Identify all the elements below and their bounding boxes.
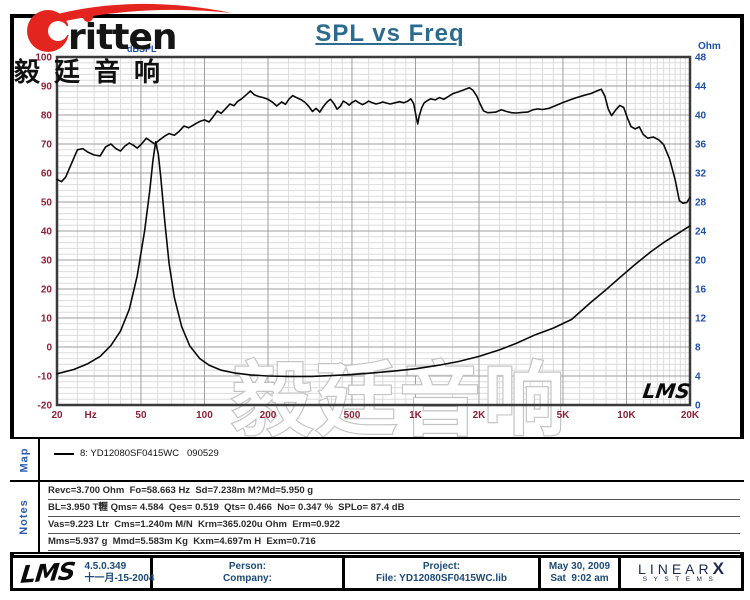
notes-row: Notes Revc=3.700 Ohm Fo=58.663 Hz Sd=7.2… xyxy=(10,482,744,554)
notes-row-side-label: Notes xyxy=(10,482,40,552)
left-axis-tick: 0 xyxy=(46,343,52,354)
left-axis-tick: 10 xyxy=(41,314,53,325)
freq-axis-tick: 20K xyxy=(681,410,700,421)
freq-axis-tick: 2K xyxy=(473,410,487,421)
left-axis-tick: -10 xyxy=(38,372,53,383)
right-axis-tick: 36 xyxy=(695,140,707,151)
notes-line-3: Vas=9.223 Ltr Cms=1.240m M/N Krm=365.020… xyxy=(48,516,740,534)
notes-line-1: Revc=3.700 Ohm Fo=58.663 Hz Sd=7.238m M?… xyxy=(48,482,740,500)
logo-i-dot xyxy=(83,12,93,22)
linearx-systems-label: SYSTEMS xyxy=(642,576,720,583)
file-label: File: YD12080SF0415WC.lib xyxy=(376,573,507,584)
page-title: SPL vs Freq xyxy=(315,20,465,47)
left-axis-unit-label: dBSPL xyxy=(127,44,157,54)
legend-text: 8: YD12080SF0415WC 090529 xyxy=(80,448,219,459)
inplot-lms-logo: LMS xyxy=(641,379,691,403)
left-axis-tick: 90 xyxy=(41,82,53,93)
freq-axis-tick: 100 xyxy=(196,410,213,421)
footer-person-cell: Person: Company: xyxy=(153,558,345,588)
left-axis-tick: 50 xyxy=(41,198,53,209)
left-axis-tick: 60 xyxy=(41,169,53,180)
freq-axis-tick: 20 xyxy=(51,410,63,421)
left-axis-tick: 20 xyxy=(41,285,53,296)
left-axis-tick: 70 xyxy=(41,140,53,151)
freq-axis-tick: 50 xyxy=(135,410,147,421)
left-axis-tick: 80 xyxy=(41,111,53,122)
spl-curve xyxy=(56,86,691,204)
right-axis-tick: 20 xyxy=(695,256,707,267)
right-axis-tick: 4 xyxy=(695,372,701,383)
report-time: Sat 9:02 am xyxy=(550,573,609,584)
map-row: Map 8: YD12080SF0415WC 090529 xyxy=(10,437,744,482)
left-axis-tick: -20 xyxy=(38,401,53,412)
lms-version: 4.5.0.349 xyxy=(84,561,127,572)
right-axis-tick: 28 xyxy=(695,198,707,209)
right-axis-tick: 44 xyxy=(695,82,707,93)
logo-swoosh-tail xyxy=(46,3,232,25)
right-axis-tick: 24 xyxy=(695,227,707,238)
project-label: Project: xyxy=(422,561,461,572)
right-axis-tick: 8 xyxy=(695,343,701,354)
right-axis-tick: 0 xyxy=(695,401,701,412)
freq-axis-tick: 500 xyxy=(344,410,361,421)
freq-axis-tick: 200 xyxy=(260,410,277,421)
footer-lms-cell: LMS 4.5.0.349 十一月-15-2004 xyxy=(13,557,155,589)
report-date: May 30, 2009 xyxy=(548,561,611,572)
linearx-logo: LINEAR X xyxy=(638,559,724,578)
impedance-curve xyxy=(56,141,691,378)
freq-axis-tick: 1K xyxy=(409,410,423,421)
footer-date-cell: May 30, 2009 Sat 9:02 am xyxy=(541,558,621,588)
notes-line-4: Mms=5.937 g Mmd=5.583m Kg Kxm=4.697m H E… xyxy=(48,533,740,551)
freq-axis-hz-label: Hz xyxy=(85,410,97,421)
curve-legend-item: 8: YD12080SF0415WC 090529 xyxy=(54,448,219,459)
freq-axis-tick: 10K xyxy=(617,410,636,421)
spl-freq-chart: 毅廷音响 LMS1009080706050403020100-10-2048444… xyxy=(35,53,707,446)
right-axis-tick: 40 xyxy=(695,111,707,122)
legend-line-sample xyxy=(54,452,74,455)
left-axis-tick: 40 xyxy=(41,227,53,238)
logo-brand-text: ritten xyxy=(68,17,177,54)
notes-line-2: BL=3.950 T糎 Qms= 4.584 Qes= 0.519 Qts= 0… xyxy=(48,499,740,517)
freq-axis-tick: 5K xyxy=(557,410,571,421)
right-axis-unit-label: Ohm xyxy=(698,41,721,52)
company-label: Company: xyxy=(223,573,272,584)
right-axis-tick: 16 xyxy=(695,285,707,296)
person-label: Person: xyxy=(228,561,267,572)
footer-project-cell: Project: File: YD12080SF0415WC.lib xyxy=(345,558,541,588)
footer-row: LMS 4.5.0.349 十一月-15-2004 Person: Compan… xyxy=(10,555,744,591)
lms-logo: LMS xyxy=(19,557,77,589)
cjk-brand-overlay: 毅廷音响 xyxy=(14,57,175,87)
left-axis-tick: 100 xyxy=(35,53,52,64)
right-axis-tick: 12 xyxy=(695,314,707,325)
watermark-text: 毅廷音响 xyxy=(232,354,568,445)
right-axis-tick: 32 xyxy=(695,169,707,180)
map-row-side-label: Map xyxy=(10,439,40,480)
eritten-logo: ritten xyxy=(27,3,232,54)
lms-version-date: 十一月-15-2004 xyxy=(84,573,155,584)
left-axis-tick: 30 xyxy=(41,256,53,267)
right-axis-tick: 48 xyxy=(695,53,707,64)
footer-linearx-cell: LINEAR X SYSTEMS xyxy=(621,558,741,588)
